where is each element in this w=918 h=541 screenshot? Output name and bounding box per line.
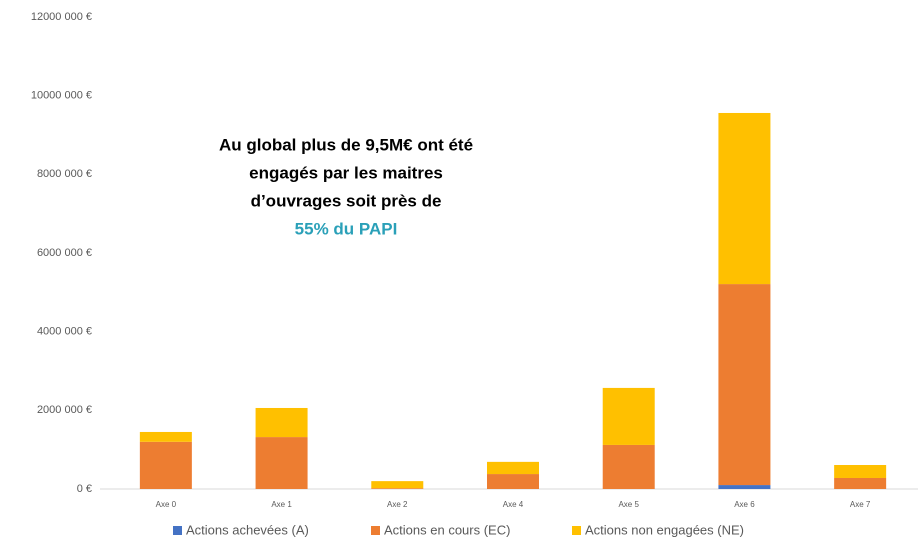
annotation: engagés par les maitres [249,163,443,182]
x-tick-label: Axe 1 [271,500,292,509]
y-tick-label: 2000 000 € [37,404,92,416]
bar-segment [834,465,887,478]
y-tick-label: 4000 000 € [37,326,92,338]
legend-label: Actions achevées (A) [186,522,309,537]
legend-label: Actions non engagées (NE) [585,522,744,537]
y-tick-label: 12000 000 € [31,11,92,23]
y-tick-label: 0 € [77,483,92,495]
annotation: Au global plus de 9,5M€ ont été [219,135,473,154]
bar-segment [602,387,655,445]
bar-segment [834,477,887,489]
y-tick-label: 8000 000 € [37,168,92,180]
bar-segment [371,481,424,489]
x-tick-label: Axe 4 [503,500,524,509]
legend-label: Actions en cours (EC) [384,522,510,537]
legend-swatch [371,526,380,535]
y-tick-label: 10000 000 € [31,90,92,102]
x-tick-label: Axe 5 [618,500,639,509]
annotation: 55% du PAPI [295,219,398,238]
bar-segment [718,485,771,489]
x-tick-label: Axe 6 [734,500,755,509]
x-tick-label: Axe 0 [156,500,177,509]
x-tick-label: Axe 2 [387,500,408,509]
bar-segment [371,488,424,489]
bar-segment [255,407,308,438]
bar-segment [718,112,771,285]
y-tick-label: 6000 000 € [37,247,92,259]
bar-segment [487,474,539,489]
bar-segment [139,431,192,442]
bar-segment [602,444,655,489]
bar-segment [139,441,192,489]
bar-segment [487,461,539,475]
x-tick-label: Axe 7 [850,500,871,509]
bar-segment [255,437,308,489]
legend-swatch [572,526,581,535]
annotation: d’ouvrages soit près de [251,191,442,210]
bar-segment [718,284,771,486]
legend-swatch [173,526,182,535]
